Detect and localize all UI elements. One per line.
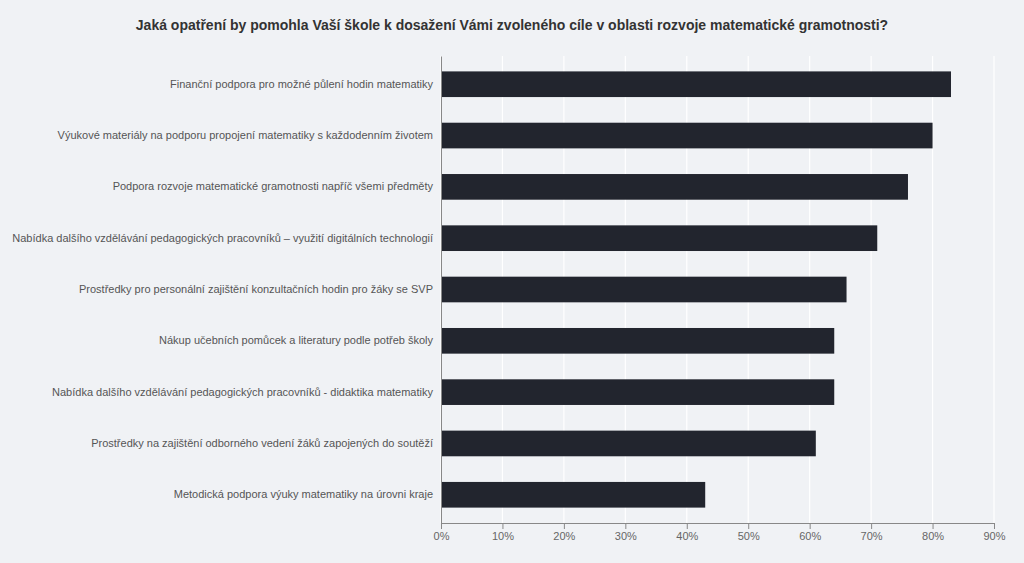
- grid: [441, 56, 994, 523]
- x-tick: 90%: [983, 523, 1005, 542]
- y-tick-label: Prostředky pro personální zajištění konz…: [79, 283, 433, 295]
- y-tick: Nákup učebních pomůcek a literatury podl…: [159, 334, 433, 346]
- y-tick-label: Nabídka dalšího vzdělávání pedagogických…: [12, 232, 433, 244]
- grid-line: [993, 56, 994, 523]
- x-tick-label: 30%: [615, 530, 637, 542]
- y-tick: Finanční podpora pro možné půlení hodin …: [170, 78, 433, 90]
- x-tick-mark: [871, 523, 872, 529]
- x-tick-mark: [441, 523, 442, 529]
- y-tick-label: Nákup učebních pomůcek a literatury podl…: [159, 334, 433, 346]
- x-tick: 60%: [799, 523, 821, 542]
- y-tick-label: Metodická podpora výuky matematiky na úr…: [174, 488, 433, 500]
- x-tick-label: 70%: [861, 530, 883, 542]
- x-tick-mark: [748, 523, 749, 529]
- y-tick-label: Podpora rozvoje matematické gramotnosti …: [113, 180, 434, 192]
- x-tick: 30%: [615, 523, 637, 542]
- y-tick-label: Nabídka dalšího vzdělávání pedagogických…: [52, 386, 433, 398]
- y-tick-label: Výukové materiály na podporu propojení m…: [58, 129, 433, 141]
- grid-line: [440, 56, 441, 523]
- x-tick-label: 80%: [922, 530, 944, 542]
- y-tick: Prostředky pro personální zajištění konz…: [79, 283, 433, 295]
- x-tick-label: 60%: [799, 530, 821, 542]
- x-tick-mark: [994, 523, 995, 529]
- x-axis: 0% 10% 20% 30% 40% 50% 60% 70% 80% 90%: [434, 523, 1006, 542]
- x-tick: 20%: [553, 523, 575, 542]
- x-tick-mark: [687, 523, 688, 529]
- y-tick: Nabídka dalšího vzdělávání pedagogických…: [52, 386, 433, 398]
- x-tick-label: 0%: [434, 530, 450, 542]
- bar: [441, 225, 877, 251]
- bars: [441, 71, 951, 507]
- bar: [441, 431, 816, 457]
- y-tick: Podpora rozvoje matematické gramotnosti …: [113, 180, 434, 192]
- x-tick: 80%: [922, 523, 944, 542]
- x-tick-label: 40%: [676, 530, 698, 542]
- bar: [441, 123, 933, 149]
- x-tick-label: 90%: [983, 530, 1005, 542]
- chart-container: Jaká opatření by pomohla Vaší škole k do…: [0, 0, 1024, 563]
- x-tick-mark: [933, 523, 934, 529]
- x-tick-label: 50%: [738, 530, 760, 542]
- x-tick-label: 20%: [553, 530, 575, 542]
- x-tick-mark: [625, 523, 626, 529]
- x-tick-mark: [502, 523, 503, 529]
- x-tick-mark: [810, 523, 811, 529]
- x-tick: 70%: [861, 523, 883, 542]
- y-tick: Prostředky na zajištění odborného vedení…: [91, 437, 433, 449]
- y-tick-label: Prostředky na zajištění odborného vedení…: [91, 437, 433, 449]
- y-axis-line: [441, 57, 442, 524]
- y-tick: Metodická podpora výuky matematiky na úr…: [174, 488, 433, 500]
- x-tick-label: 10%: [492, 530, 514, 542]
- chart-svg: Jaká opatření by pomohla Vaší škole k do…: [0, 0, 1024, 563]
- chart-title: Jaká opatření by pomohla Vaší škole k do…: [136, 17, 888, 33]
- x-tick: 0%: [434, 523, 450, 542]
- bar: [441, 482, 705, 508]
- bar: [441, 277, 847, 303]
- bar: [441, 379, 834, 405]
- background: [0, 0, 1024, 563]
- bar: [441, 71, 951, 97]
- y-tick: Výukové materiály na podporu propojení m…: [58, 129, 433, 141]
- x-tick-mark: [564, 523, 565, 529]
- bar: [441, 174, 908, 200]
- x-tick: 50%: [738, 523, 760, 542]
- x-tick: 40%: [676, 523, 698, 542]
- x-axis-line: [442, 523, 995, 524]
- y-axis: Metodická podpora výuky matematiky na úr…: [12, 57, 441, 524]
- bar: [441, 328, 834, 354]
- plot-area: 0% 10% 20% 30% 40% 50% 60% 70% 80% 90% Metodická p…: [12, 56, 1005, 542]
- y-tick: Nabídka dalšího vzdělávání pedagogických…: [12, 232, 433, 244]
- y-tick-label: Finanční podpora pro možné půlení hodin …: [170, 78, 433, 90]
- x-tick: 10%: [492, 523, 514, 542]
